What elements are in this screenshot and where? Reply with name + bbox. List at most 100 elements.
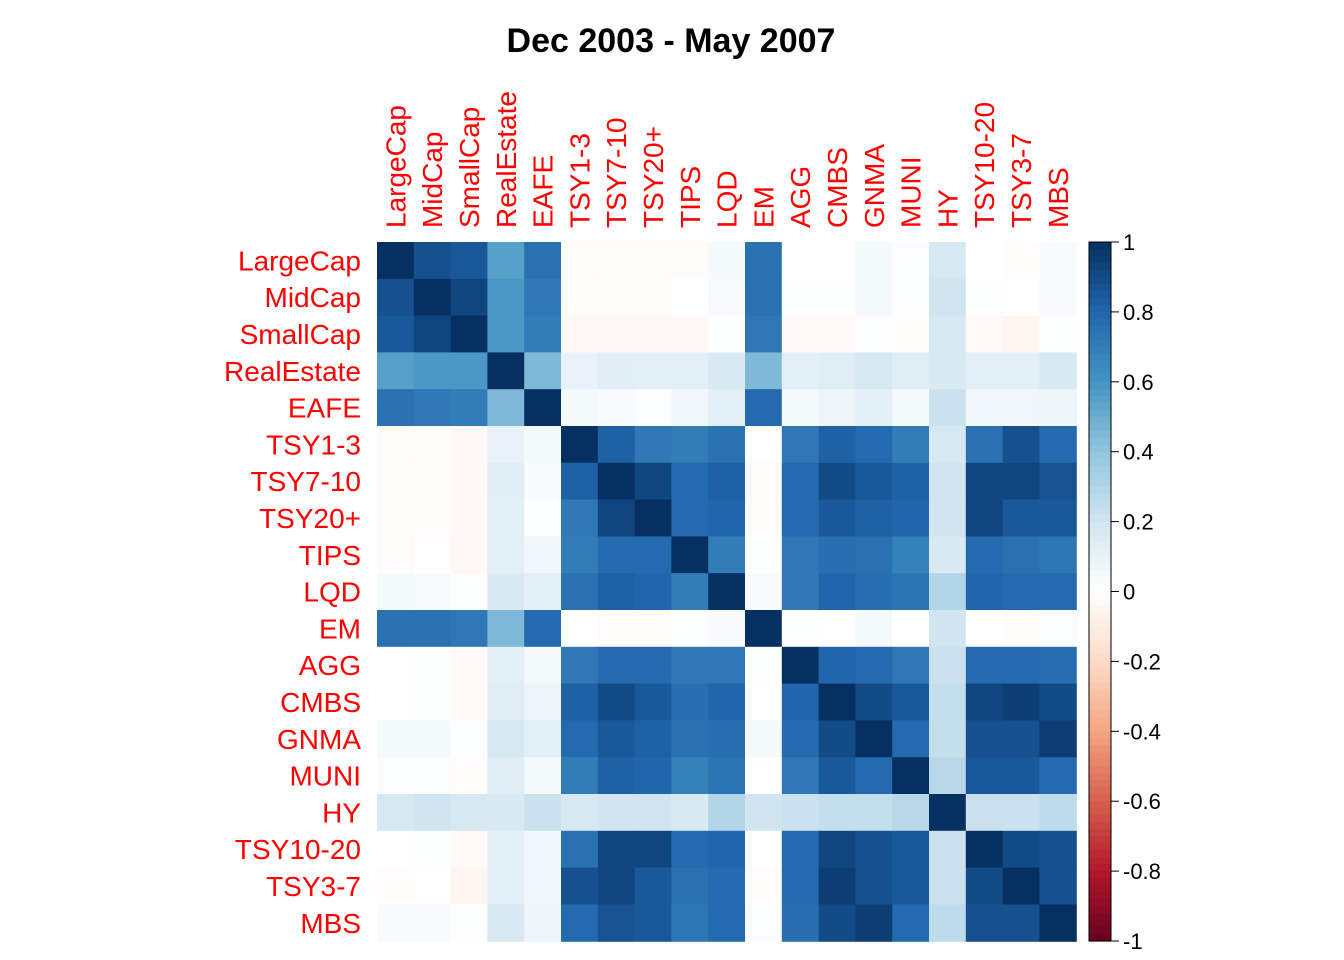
- heatmap-cell-tsy1-3-tsy1-3: [561, 426, 599, 464]
- heatmap-cell-hy-cmbs: [818, 794, 856, 832]
- heatmap-cell-lqd-tsy3-7: [1002, 573, 1040, 611]
- heatmap-cell-agg-mbs: [1039, 646, 1077, 685]
- heatmap-cell-lqd-lqd: [708, 573, 746, 611]
- heatmap-cell-em-largecap: [377, 610, 415, 648]
- heatmap-cell-tsy7-10-tsy1-3: [561, 462, 599, 501]
- heatmap-cell-smallcap-tsy1-3: [561, 315, 599, 353]
- heatmap-cell-eafe-smallcap: [450, 389, 488, 427]
- colorbar-segment: [1089, 283, 1111, 292]
- heatmap-cell-cmbs-gnma: [855, 683, 893, 721]
- heatmap-cell-gnma-em: [745, 720, 783, 758]
- heatmap-cell-tsy3-7-gnma: [855, 867, 893, 905]
- heatmap-cell-tsy1-3-tsy20: [634, 426, 672, 464]
- column-label-tips: TIPS: [675, 166, 706, 228]
- heatmap-cell-agg-tips: [671, 646, 709, 685]
- heatmap-cell-mbs-tsy10-20: [965, 904, 1004, 942]
- heatmap-cell-mbs-smallcap: [450, 904, 488, 942]
- colorbar-segment: [1089, 717, 1111, 725]
- colorbar-segment: [1089, 766, 1111, 774]
- heatmap-cell-smallcap-realestate: [487, 315, 525, 353]
- colorbar-segment: [1089, 556, 1111, 565]
- heatmap-cell-gnma-mbs: [1039, 720, 1077, 758]
- heatmap-cell-tsy7-10-gnma: [855, 462, 893, 501]
- colorbar-segment: [1089, 444, 1111, 453]
- heatmap-cell-hy-em: [745, 794, 783, 832]
- heatmap-cell-mbs-tsy3-7: [1002, 904, 1040, 942]
- heatmap-cell-midcap-tsy1-3: [561, 278, 599, 317]
- heatmap-cell-mbs-midcap: [413, 904, 452, 942]
- heatmap-cell-gnma-gnma: [855, 720, 893, 758]
- colorbar-segment: [1089, 647, 1111, 656]
- heatmap-cell-agg-agg: [781, 646, 820, 685]
- heatmap-cell-agg-tsy20: [634, 646, 672, 685]
- heatmap-cell-em-realestate: [487, 610, 525, 648]
- colorbar-tick-label: 0.2: [1123, 510, 1154, 535]
- heatmap-cell-mbs-cmbs: [818, 904, 856, 942]
- heatmap-cell-mbs-largecap: [377, 904, 415, 942]
- heatmap-cell-midcap-em: [745, 278, 783, 317]
- heatmap-cell-tsy1-3-tsy3-7: [1002, 426, 1040, 464]
- heatmap-cell-tsy1-3-em: [745, 426, 783, 464]
- heatmap-cell-tsy7-10-em: [745, 462, 783, 501]
- colorbar-tick-label: 0.8: [1123, 300, 1154, 325]
- colorbar-segment: [1089, 927, 1111, 935]
- heatmap-cell-muni-tsy20: [634, 757, 672, 795]
- heatmap-cell-tsy3-7-tsy10-20: [965, 867, 1004, 905]
- colorbar-segment: [1089, 598, 1111, 607]
- colorbar-segment: [1089, 885, 1111, 893]
- colorbar-segment: [1089, 395, 1111, 404]
- heatmap-cell-largecap-tsy10-20: [965, 242, 1004, 280]
- heatmap-cell-agg-realestate: [487, 646, 525, 685]
- heatmap-cell-tsy7-10-tsy10-20: [965, 462, 1004, 501]
- row-label-tsy1-3: TSY1-3: [266, 429, 361, 460]
- column-label-tsy3-7: TSY3-7: [1006, 133, 1037, 228]
- heatmap-cell-realestate-muni: [892, 352, 930, 390]
- heatmap-cell-largecap-tips: [671, 242, 709, 280]
- row-label-lqd: LQD: [303, 577, 361, 608]
- colorbar-tick-label: -1: [1123, 929, 1143, 954]
- heatmap-cell-midcap-cmbs: [818, 278, 856, 317]
- heatmap-cell-mbs-tips: [671, 904, 709, 942]
- heatmap-cell-cmbs-mbs: [1039, 683, 1077, 721]
- heatmap-cell-lqd-realestate: [487, 573, 525, 611]
- heatmap-cell-realestate-tsy20: [634, 352, 672, 390]
- heatmap-cell-gnma-tsy7-10: [597, 720, 636, 758]
- colorbar-segment: [1089, 325, 1111, 334]
- heatmap-cell-em-tsy7-10: [597, 610, 636, 648]
- heatmap-cell-muni-smallcap: [450, 757, 488, 795]
- colorbar-segment: [1089, 374, 1111, 383]
- heatmap-cell-tsy1-3-largecap: [377, 426, 415, 464]
- colorbar-segment: [1089, 542, 1111, 551]
- heatmap-cell-muni-midcap: [413, 757, 452, 795]
- heatmap-cell-largecap-agg: [781, 242, 820, 280]
- heatmap-cell-tsy3-7-hy: [929, 867, 967, 905]
- heatmap-cell-tsy20-largecap: [377, 499, 415, 537]
- heatmap-cell-muni-tsy7-10: [597, 757, 636, 795]
- colorbar-segment: [1089, 682, 1111, 690]
- colorbar-segment: [1089, 920, 1111, 928]
- heatmap-cell-agg-em: [745, 646, 783, 685]
- heatmap-cell-tips-mbs: [1039, 536, 1077, 574]
- colorbar-tick-label: 0.4: [1123, 440, 1154, 465]
- heatmap-cell-muni-tsy1-3: [561, 757, 599, 795]
- heatmap-cell-tsy10-20-gnma: [855, 830, 893, 869]
- heatmap-cell-largecap-tsy20: [634, 242, 672, 280]
- heatmap-cell-hy-tsy1-3: [561, 794, 599, 832]
- heatmap-cell-tsy1-3-hy: [929, 426, 967, 464]
- heatmap-cell-tips-gnma: [855, 536, 893, 574]
- heatmap-cell-agg-smallcap: [450, 646, 488, 685]
- heatmap-cell-lqd-tsy20: [634, 573, 672, 611]
- heatmap-cell-em-mbs: [1039, 610, 1077, 648]
- row-labels: LargeCap MidCap SmallCap RealEstate EAFE TSY1…: [224, 245, 361, 938]
- colorbar-segment: [1089, 654, 1111, 662]
- heatmap-cell-mbs-agg: [781, 904, 820, 942]
- heatmap-cell-tsy3-7-tsy1-3: [561, 867, 599, 905]
- heatmap-cell-cmbs-muni: [892, 683, 930, 721]
- colorbar-segment: [1089, 423, 1111, 432]
- heatmap-cell-tsy1-3-tsy7-10: [597, 426, 636, 464]
- heatmap-cell-largecap-eafe: [524, 242, 562, 280]
- colorbar-segment: [1089, 626, 1111, 635]
- colorbar-segment: [1089, 360, 1111, 369]
- colorbar-tick-label: -0.4: [1123, 719, 1161, 744]
